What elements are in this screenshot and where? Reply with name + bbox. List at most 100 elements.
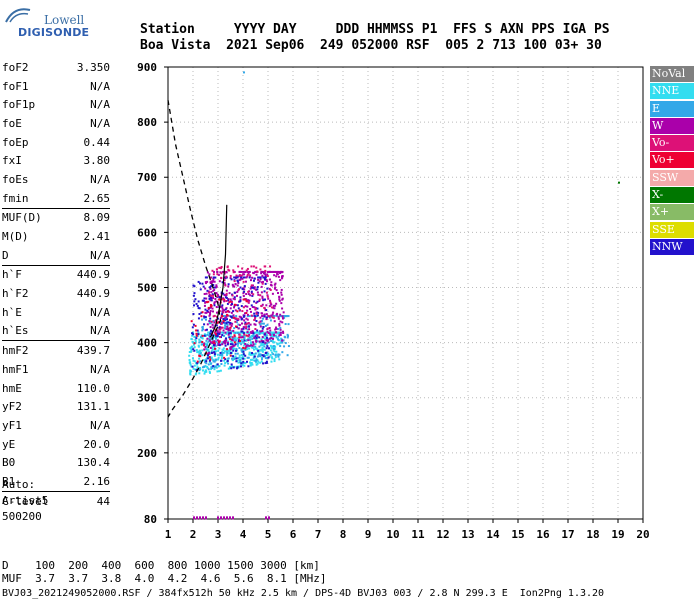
echo-point (227, 329, 230, 332)
echo-point (231, 336, 234, 339)
echo-point (225, 307, 228, 310)
baseline-mark (265, 516, 267, 520)
echo-point (249, 352, 252, 355)
echo-point (274, 356, 277, 359)
echo-point (220, 363, 223, 366)
echo-point (277, 316, 280, 319)
echo-point (211, 281, 214, 284)
echo-point (214, 276, 217, 279)
echo-point (216, 332, 219, 335)
echo-point (247, 322, 250, 325)
param-row: foE N/A (2, 114, 110, 133)
echo-point (208, 338, 211, 341)
echo-point (253, 312, 256, 315)
echo-point (256, 288, 259, 291)
param-value: N/A (90, 79, 110, 93)
echo-point (232, 269, 235, 272)
echo-point (226, 353, 229, 356)
param-value: 131.1 (76, 400, 110, 414)
legend-entry: Vo- (650, 135, 694, 152)
echo-point (208, 351, 211, 354)
echo-point (243, 338, 246, 341)
x-tick-label: 13 (461, 528, 474, 541)
echo-point (268, 305, 271, 308)
echo-point (273, 346, 276, 349)
echo-point (215, 344, 218, 347)
echo-point (232, 331, 235, 334)
echo-point (192, 343, 195, 346)
echo-point (206, 341, 209, 344)
echo-point (212, 276, 215, 279)
echo-point (229, 298, 232, 301)
echo-point (257, 278, 260, 281)
echo-point (252, 272, 255, 275)
echo-point (252, 293, 255, 296)
echo-point (246, 305, 249, 308)
muf-row: MUF 3.7 3.7 3.8 4.0 4.2 4.6 5.6 8.1 [MHz… (2, 572, 327, 585)
echo-point (254, 342, 257, 345)
param-row: MUF(D) 8.09 (2, 207, 110, 228)
echo-point (259, 294, 262, 297)
echo-point (259, 320, 262, 323)
x-tick-label: 8 (340, 528, 347, 541)
param-name: M(D) (2, 230, 29, 244)
echo-point (208, 320, 211, 323)
echo-point (277, 355, 280, 358)
param-row: D N/A (2, 246, 110, 265)
echo-point (237, 307, 240, 310)
echo-point (255, 359, 258, 362)
echo-point (275, 275, 278, 278)
echo-point (199, 282, 202, 285)
echo-point (251, 284, 254, 287)
echo-point (231, 341, 234, 344)
echo-point (195, 369, 198, 372)
echo-point (237, 282, 240, 285)
echo-point (204, 316, 207, 319)
echo-point (262, 331, 265, 334)
echo-point (205, 358, 208, 361)
echo-point (215, 324, 218, 327)
echo-point (231, 359, 234, 362)
echo-point (271, 351, 274, 354)
echo-point (204, 287, 207, 290)
baseline-mark (226, 516, 228, 520)
echo-point (264, 335, 267, 338)
echo-point (268, 287, 271, 290)
echo-point (244, 298, 247, 301)
echo-point (204, 361, 207, 364)
echo-point (281, 307, 284, 310)
echo-point (257, 276, 260, 279)
echo-point (256, 291, 259, 294)
param-row: foF1p N/A (2, 95, 110, 114)
echo-point (276, 273, 279, 276)
echo-point (230, 363, 233, 366)
echo-point (233, 327, 236, 330)
echo-point (229, 366, 232, 369)
echo-point (269, 288, 272, 291)
echo-point (261, 329, 264, 332)
echo-point (259, 323, 262, 326)
echo-point (196, 304, 199, 307)
echo-point (202, 328, 205, 331)
echo-point (211, 307, 214, 310)
echo-point (232, 337, 235, 340)
echo-point (273, 307, 276, 310)
param-value: 439.7 (76, 344, 110, 358)
echo-point (206, 301, 209, 304)
echo-point (212, 294, 215, 297)
echo-point (217, 331, 220, 334)
echo-point (210, 291, 213, 294)
echo-point (265, 342, 268, 345)
echo-point (275, 336, 278, 339)
echo-point (248, 276, 251, 279)
echo-point (215, 292, 218, 295)
echo-point (226, 343, 229, 346)
echo-point (205, 339, 208, 342)
echo-point (192, 284, 195, 287)
echo-point (272, 331, 275, 334)
echo-point (201, 366, 204, 369)
echo-point (192, 333, 195, 336)
echo-point (235, 315, 238, 318)
echo-point (224, 317, 227, 320)
echo-point (209, 317, 212, 320)
